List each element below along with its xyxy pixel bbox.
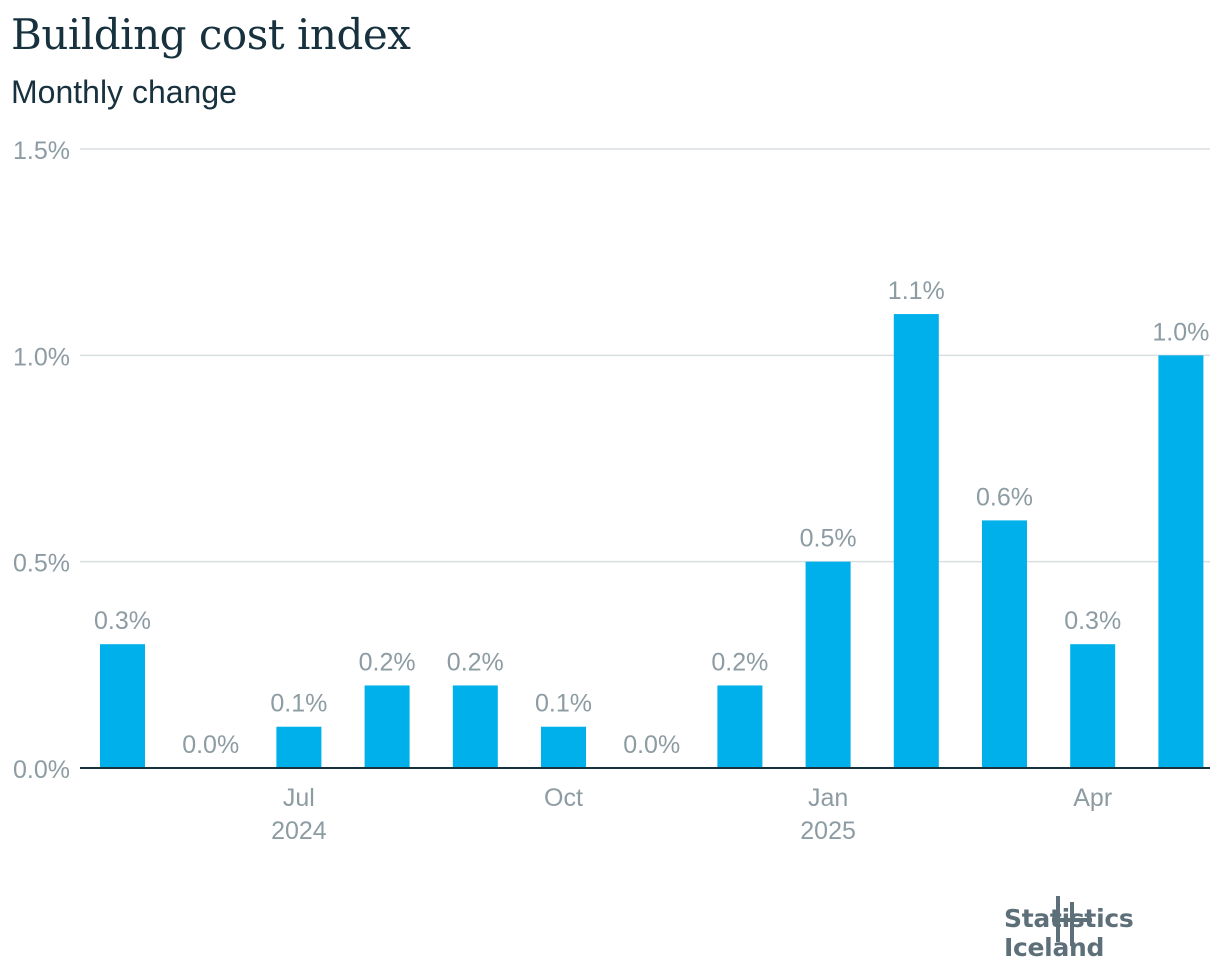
bar: [982, 520, 1027, 768]
logo-text: Statistics Iceland: [1004, 904, 1134, 962]
bar: [100, 644, 145, 768]
data-label: 1.0%: [1152, 318, 1209, 346]
x-tick-label: Jul: [283, 784, 315, 812]
x-tick-label: Oct: [544, 784, 583, 812]
data-label: 0.2%: [359, 648, 416, 676]
data-label: 0.0%: [623, 731, 680, 759]
bar-chart: 0.0% 0.5% 1.0% 1.5% 0.3% 0.0% 0.1% 0.2% 0.2% 0.1%…: [13, 137, 1210, 845]
statistics-iceland-logo-icon: [1052, 896, 1092, 946]
bar: [1070, 644, 1116, 768]
data-label: 0.2%: [711, 648, 768, 676]
bar: [1158, 355, 1204, 768]
data-label: 0.2%: [447, 648, 504, 676]
y-tick-label: 0.5%: [13, 550, 70, 578]
data-label: 0.1%: [270, 690, 327, 718]
data-label: 0.6%: [976, 483, 1033, 511]
y-tick-label: 0.0%: [13, 756, 70, 784]
data-label: 0.5%: [800, 525, 857, 553]
y-tick-label: 1.5%: [13, 137, 70, 165]
bar: [717, 685, 763, 768]
bar: [364, 685, 410, 768]
data-label: 0.1%: [535, 690, 592, 718]
x-tick-sublabel: 2025: [800, 817, 856, 845]
bar: [805, 561, 851, 768]
data-label: 1.1%: [888, 277, 945, 305]
x-tick-sublabel: 2024: [271, 817, 327, 845]
data-label: 0.3%: [94, 607, 151, 635]
bar: [893, 314, 939, 768]
bar: [452, 685, 498, 768]
x-tick-label: Apr: [1073, 784, 1112, 812]
data-label: 0.3%: [1064, 607, 1121, 635]
x-tick-label: Jan: [808, 784, 848, 812]
bar: [276, 726, 322, 768]
chart-title: Building cost index: [11, 10, 411, 59]
data-label: 0.0%: [182, 731, 239, 759]
chart-subtitle: Monthly change: [11, 74, 237, 110]
bar: [541, 726, 586, 768]
y-tick-label: 1.0%: [13, 343, 70, 371]
